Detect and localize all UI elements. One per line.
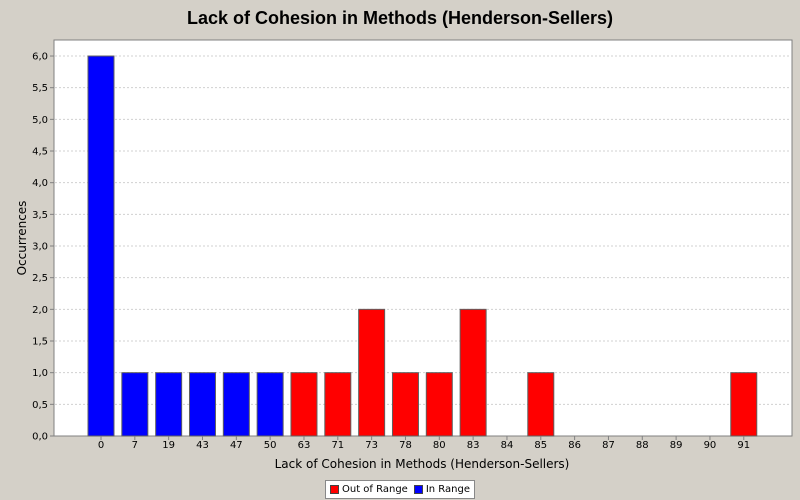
bar-80: [425, 372, 453, 437]
legend-label-in-range: In Range: [425, 484, 470, 495]
bar-63: [290, 372, 318, 437]
x-tick-label: 89: [670, 440, 683, 451]
bar-0: [87, 55, 115, 437]
y-tick-label: 2,0: [32, 305, 48, 316]
x-tick-label: 85: [534, 440, 547, 451]
x-tick-label: 90: [704, 440, 717, 451]
bar-19: [155, 372, 183, 437]
y-tick-label: 1,5: [32, 337, 48, 348]
x-tick-label: 43: [196, 440, 209, 451]
y-tick-label: 4,0: [32, 178, 48, 189]
y-tick-label: 0,0: [32, 432, 48, 443]
x-axis-label: Lack of Cohesion in Methods (Henderson-S…: [275, 457, 570, 471]
legend-swatch-in-range: [413, 485, 423, 494]
legend: Out of Range In Range: [325, 480, 475, 499]
y-tick-label: 5,0: [32, 115, 48, 126]
x-tick-label: 78: [399, 440, 412, 451]
y-tick-label: 0,5: [32, 400, 48, 411]
x-tick-label: 80: [433, 440, 446, 451]
y-tick-label: 6,0: [32, 52, 48, 63]
chart-title: Lack of Cohesion in Methods (Henderson-S…: [186, 8, 614, 28]
bar-71: [324, 372, 352, 437]
plot-area: [53, 39, 793, 437]
bar-85: [527, 372, 555, 437]
x-tick-label: 87: [602, 440, 615, 451]
y-tick-label: 3,0: [32, 242, 48, 253]
x-tick-label: 83: [467, 440, 480, 451]
x-tick-label: 0: [98, 440, 104, 451]
x-tick-label: 50: [264, 440, 277, 451]
x-tick-label: 19: [162, 440, 175, 451]
bar-73: [358, 308, 386, 437]
x-tick-label: 63: [298, 440, 311, 451]
bar-50: [256, 372, 284, 437]
x-tick-labels: 0 7 19 43 47 50 63 71 73 78 80 83 84 85 86 87 88 89 90 91: [98, 436, 750, 451]
x-tick-label: 73: [365, 440, 378, 451]
legend-item-in-range: In Range: [413, 484, 470, 495]
y-tick-label: 1,0: [32, 368, 48, 379]
x-tick-label: 84: [501, 440, 514, 451]
bar-43: [188, 372, 216, 437]
bar-78: [391, 372, 419, 437]
y-tick-label: 5,5: [32, 83, 48, 94]
x-tick-label: 7: [132, 440, 138, 451]
y-tick-label: 4,5: [32, 147, 48, 158]
bar-83: [459, 308, 487, 437]
x-tick-label: 91: [737, 440, 750, 451]
bar-47: [222, 372, 250, 437]
legend-swatch-out-of-range: [330, 485, 339, 494]
y-tick-label: 3,5: [32, 210, 48, 221]
x-tick-label: 47: [230, 440, 243, 451]
legend-label-out-of-range: Out of Range: [342, 484, 408, 495]
x-tick-label: 86: [568, 440, 581, 451]
x-tick-label: 71: [331, 440, 344, 451]
bars: [87, 55, 758, 437]
bar-7: [121, 372, 149, 437]
x-tick-label: 88: [636, 440, 649, 451]
y-tick-label: 2,5: [32, 273, 48, 284]
y-tick-labels: 0,0 0,5 1,0 1,5 2,0 2,5 3,0 3,5 4,0 4,5 5,0 5,5 6,0: [32, 52, 54, 443]
legend-item-out-of-range: Out of Range: [330, 484, 408, 495]
bar-91: [730, 372, 758, 437]
gridlines: [55, 55, 791, 405]
y-axis-label: Occurrences: [15, 201, 29, 276]
